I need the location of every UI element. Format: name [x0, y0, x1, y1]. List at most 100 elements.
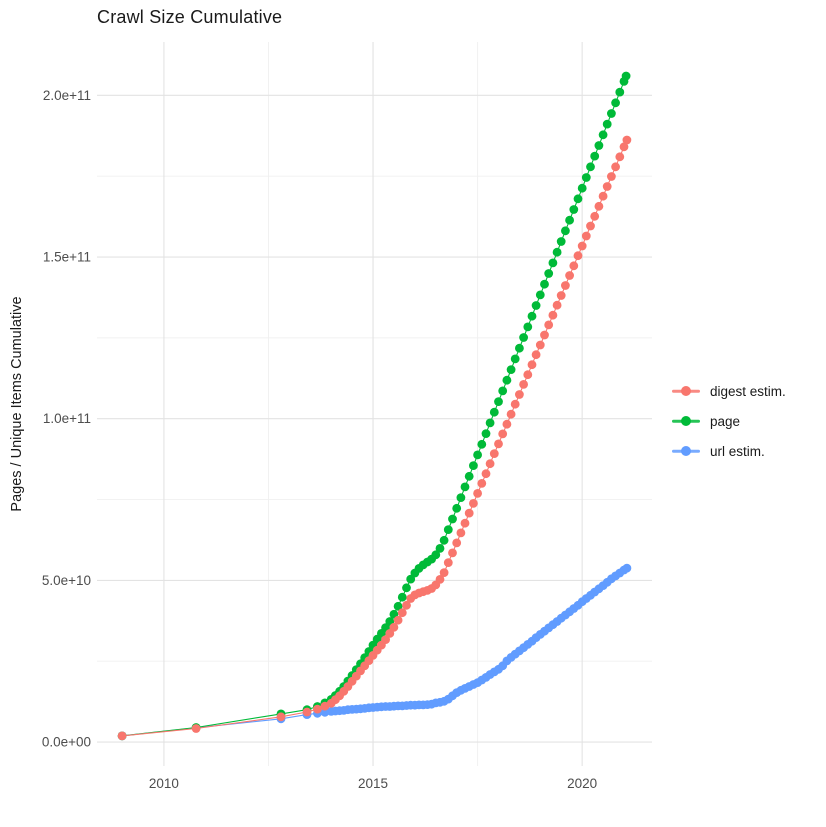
data-point-page — [439, 535, 449, 545]
data-point-page — [481, 429, 491, 438]
data-point-digestestim — [535, 340, 545, 350]
data-point-digestestim — [561, 281, 570, 290]
legend-item-url: url estim. — [671, 436, 786, 466]
data-point-digestestim — [611, 162, 620, 172]
data-point-page — [586, 162, 595, 172]
data-point-page — [489, 407, 499, 417]
data-point-page — [515, 343, 524, 353]
data-point-page — [485, 418, 495, 428]
data-point-digestestim — [435, 575, 445, 584]
data-point-page — [615, 87, 625, 97]
x-tick-label: 2010 — [149, 776, 179, 791]
data-point-digestestim — [594, 201, 604, 211]
data-point-digestestim — [502, 419, 512, 429]
data-point-page — [502, 375, 512, 385]
data-point-page — [544, 269, 554, 278]
data-point-page — [431, 550, 441, 560]
data-point-digestestim — [556, 291, 566, 300]
data-point-digestestim — [381, 635, 390, 644]
data-point-page — [523, 322, 533, 332]
data-point-digestestim — [498, 429, 508, 439]
data-point-digestestim — [481, 469, 491, 479]
data-point-page — [556, 237, 566, 246]
data-point-digestestim — [117, 731, 127, 741]
data-point-digestestim — [494, 439, 503, 449]
data-point-page — [577, 183, 587, 193]
legend-item-digest: digest estim. — [671, 376, 786, 406]
data-point-digestestim — [569, 261, 579, 271]
data-point-page — [594, 141, 604, 150]
data-point-digestestim — [548, 310, 558, 320]
data-point-page — [452, 503, 462, 513]
data-point-digestestim — [519, 380, 528, 389]
y-tick-label: 5.0e+10 — [42, 573, 91, 588]
data-point-page — [598, 130, 608, 140]
data-point-digestestim — [581, 231, 591, 241]
legend-label: url estim. — [710, 443, 765, 459]
data-point-urlestim — [622, 563, 632, 573]
data-point-page — [519, 333, 528, 342]
data-point-page — [565, 215, 574, 225]
data-point-page — [498, 386, 508, 396]
legend-key-digest-icon — [671, 384, 701, 398]
data-point-page — [540, 279, 549, 289]
data-point-digestestim — [515, 390, 524, 399]
data-point-page — [393, 601, 403, 611]
data-point-digestestim — [302, 707, 312, 717]
data-point-page — [569, 205, 579, 214]
legend-key-page-icon — [671, 414, 701, 428]
data-point-page — [611, 98, 620, 108]
data-point-page — [456, 493, 466, 502]
data-point-digestestim — [523, 370, 533, 380]
data-point-digestestim — [607, 172, 616, 181]
data-point-page — [573, 194, 583, 204]
data-point-digestestim — [439, 568, 449, 577]
data-point-page — [469, 461, 478, 470]
data-point-page — [460, 482, 470, 492]
data-point-digestestim — [510, 399, 520, 409]
data-point-digestestim — [448, 548, 457, 558]
y-tick-label: 0.0e+00 — [42, 735, 91, 750]
x-tick-label: 2015 — [358, 776, 388, 791]
data-point-digestestim — [485, 459, 495, 469]
legend-label: digest estim. — [710, 383, 786, 399]
data-point-page — [473, 450, 482, 460]
data-point-digestestim — [313, 704, 322, 714]
data-point-page — [535, 290, 545, 300]
data-point-page — [607, 109, 616, 118]
y-tick-label: 1.0e+11 — [43, 411, 91, 426]
data-point-page — [448, 514, 457, 524]
data-point-digestestim — [602, 182, 612, 191]
data-point-digestestim — [191, 724, 201, 733]
data-point-digestestim — [397, 608, 407, 618]
data-point-digestestim — [577, 241, 587, 251]
data-point-page — [621, 71, 631, 81]
legend-item-page: page — [671, 406, 786, 436]
legend: digest estim. page url estim. — [671, 376, 786, 466]
data-point-digestestim — [443, 558, 453, 567]
data-point-digestestim — [586, 221, 595, 231]
data-point-digestestim — [565, 271, 574, 280]
data-point-digestestim — [452, 538, 462, 548]
data-point-page — [435, 544, 445, 553]
legend-key-url-icon — [671, 444, 701, 458]
data-point-digestestim — [527, 360, 537, 370]
data-point-digestestim — [477, 479, 487, 488]
data-point-digestestim — [544, 320, 554, 330]
data-point-digestestim — [573, 251, 583, 261]
data-point-page — [464, 471, 474, 481]
data-point-page — [477, 439, 487, 449]
data-point-page — [531, 301, 541, 310]
legend-label: page — [710, 413, 741, 429]
data-point-digestestim — [402, 600, 411, 610]
data-point-digestestim — [598, 191, 608, 201]
data-point-page — [510, 354, 520, 364]
data-point-digestestim — [531, 350, 541, 360]
data-point-page — [602, 119, 612, 129]
data-point-page — [443, 525, 453, 534]
data-point-digestestim — [464, 508, 474, 518]
data-point-page — [581, 173, 591, 182]
data-point-digestestim — [489, 449, 499, 458]
